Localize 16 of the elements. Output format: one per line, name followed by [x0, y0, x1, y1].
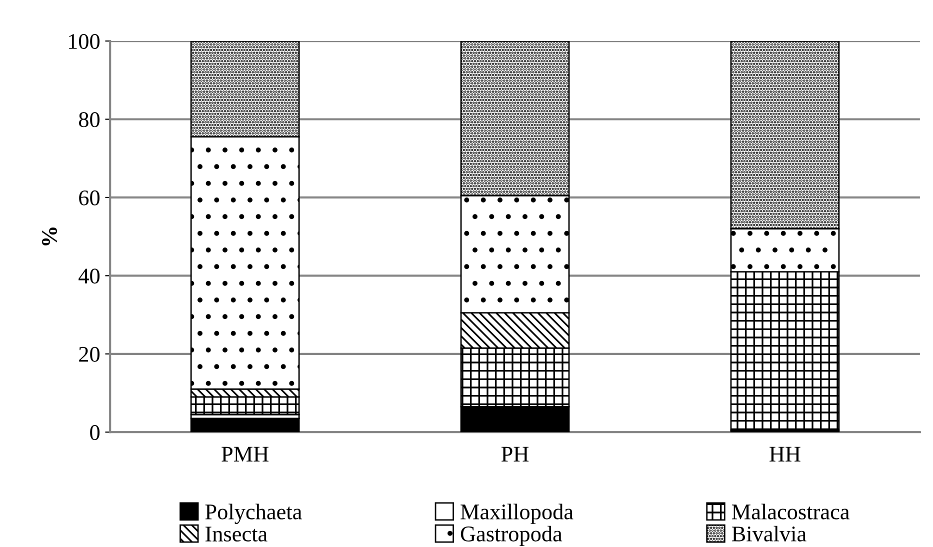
y-tick-label: 100 [68, 34, 100, 49]
legend-label: Maxillopoda [460, 504, 574, 524]
legend-label: Gastropoda [460, 526, 562, 546]
x-tick-label: HH [770, 446, 800, 462]
y-tick-label: 0 [90, 425, 100, 440]
legend-label: Polychaeta [205, 504, 302, 524]
y-tick-label: 80 [78, 112, 100, 128]
y-tick-label: 40 [78, 268, 100, 284]
legend-label: Bivalvia [732, 526, 806, 542]
legend-label: Malacostraca [732, 504, 850, 520]
y-axis-title: % [42, 228, 58, 246]
y-tick-label: 20 [79, 346, 100, 362]
x-tick-label: PMH [222, 446, 268, 462]
legend-label: Insecta [206, 526, 268, 542]
y-tick-label: 60 [79, 190, 100, 206]
x-tick-label: PH [501, 446, 529, 462]
